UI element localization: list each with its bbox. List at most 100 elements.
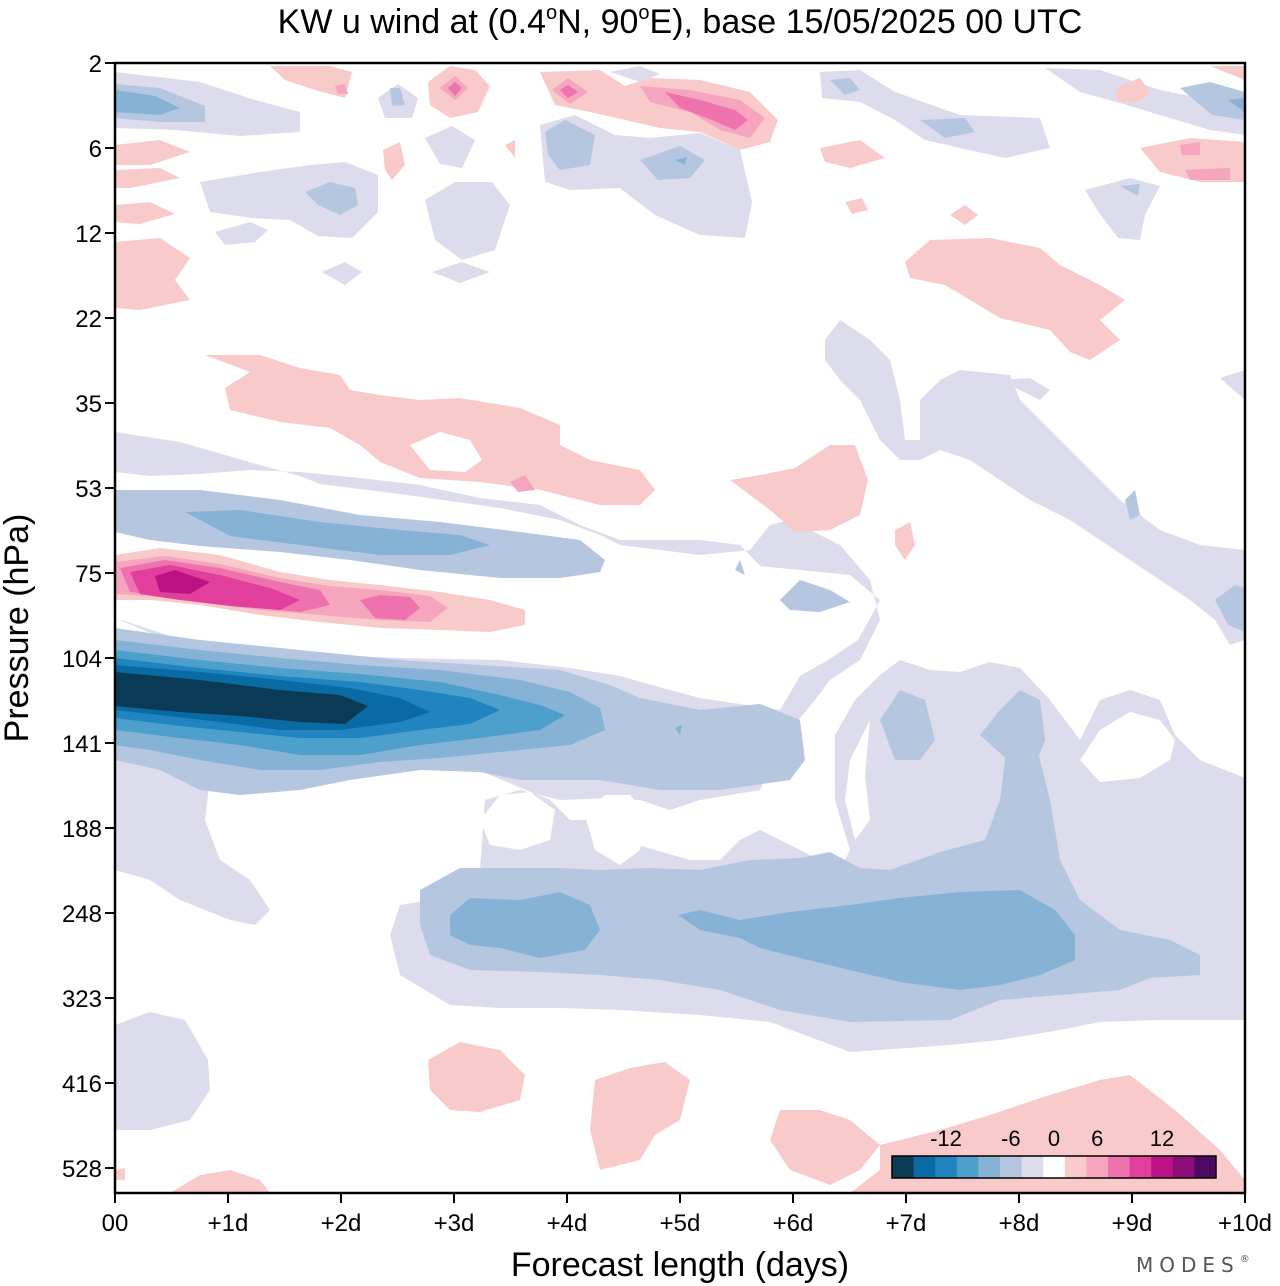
modes-logo: MODES® xyxy=(1136,1253,1250,1277)
contour-pos-35hPa-inner xyxy=(510,475,535,492)
contour-neg-dot-3 xyxy=(675,725,682,735)
y-tick-label: 141 xyxy=(62,731,102,758)
contour-neg-upper-mid-4 xyxy=(432,262,490,283)
contour-pos-lower-5 xyxy=(170,1170,270,1193)
contour-pos-upper-12 xyxy=(820,140,885,168)
colorbar-cell xyxy=(1194,1156,1217,1178)
contour-neg4-upper-g xyxy=(830,78,860,95)
contour-pos10-core xyxy=(155,570,210,594)
contour-neg-bottom-left xyxy=(115,1012,210,1130)
y-tick-label: 528 xyxy=(62,1156,102,1183)
contour-neg4-upper-c xyxy=(545,120,595,170)
x-tick-label: +7d xyxy=(886,1210,927,1237)
contour-pos-upper-3 xyxy=(540,70,778,150)
x-tick-label: +10d xyxy=(1218,1210,1272,1237)
title-degree-2: o xyxy=(638,2,649,24)
contour-pos-peak-4d-inner xyxy=(560,85,578,98)
contour-neg-upper-left-2 xyxy=(200,162,378,238)
contour-pos-peak-9d-2 xyxy=(1185,168,1230,180)
modes-logo-text: MODES xyxy=(1136,1253,1240,1277)
contour-zero-hole-2 xyxy=(585,795,648,865)
colorbar-cell xyxy=(892,1156,915,1178)
colorbar-cells xyxy=(892,1156,1217,1178)
contour-neg-upper-mid-3 xyxy=(425,182,510,260)
colorbar-cell xyxy=(1000,1156,1023,1178)
chart-title: KW u wind at (0.4oN, 90oE), base 15/05/2… xyxy=(278,2,1083,41)
y-tick-label: 75 xyxy=(75,561,102,588)
contour-pos-peak-5d-inner xyxy=(665,92,748,130)
contour-neg-upper-right xyxy=(820,70,1050,158)
contour-zero-hole-3 xyxy=(845,720,870,840)
y-axis-label: Pressure (hPa) xyxy=(0,514,36,743)
colorbar-cell xyxy=(956,1156,979,1178)
contour-pos6-blob xyxy=(360,595,420,620)
contour-pos-lower-2 xyxy=(590,1062,690,1170)
colorbar-cell xyxy=(1021,1156,1044,1178)
contour-neg-right-strip xyxy=(1220,370,1245,400)
colorbar-outline xyxy=(891,1155,1217,1179)
contour-neg4-right-blob xyxy=(780,580,850,612)
contour-neg-right-light xyxy=(825,320,1245,645)
contour-neg4-far-right xyxy=(1215,585,1245,632)
contour-neg-lower-left xyxy=(115,745,270,925)
colorbar-cell xyxy=(1064,1156,1087,1178)
y-axis: 2 6 12 22 35 53 75 104 141 188 248 323 416 528 xyxy=(62,51,115,1183)
y-tick-label: 104 xyxy=(62,646,102,673)
y-tick-label: 22 xyxy=(75,306,102,333)
y-tick-label: 248 xyxy=(62,901,102,928)
contour-neg14-core xyxy=(115,672,368,724)
colorbar-ticks: -12 -6 0 6 12 xyxy=(930,1126,1174,1151)
contour-pos-35hPa-hole xyxy=(410,432,482,472)
contour-pos-upper-11 xyxy=(505,140,515,158)
y-tick-label: 35 xyxy=(75,391,102,418)
title-prefix: KW u wind at (0.4 xyxy=(278,3,546,41)
contour-neg-upper-mid-2 xyxy=(425,126,475,168)
x-tick-label: 00 xyxy=(102,1210,129,1237)
x-tick-label: +8d xyxy=(999,1210,1040,1237)
y-tick-label: 416 xyxy=(62,1071,102,1098)
contour-pos-upper-7 xyxy=(115,168,180,188)
colorbar-cell xyxy=(1151,1156,1174,1178)
x-tick-label: +1d xyxy=(208,1210,249,1237)
colorbar-cell xyxy=(1086,1156,1109,1178)
x-tick-label: +9d xyxy=(1112,1210,1153,1237)
contour-neg6-band-60hPa xyxy=(185,510,490,555)
contour-neg-upper-right-2 xyxy=(1045,68,1245,135)
x-tick-label: +2d xyxy=(321,1210,362,1237)
contour-pos-upper-5 xyxy=(1210,66,1245,80)
y-tick-label: 53 xyxy=(75,476,102,503)
contour-neg-right-53hPa xyxy=(1125,490,1140,520)
colorbar-cell xyxy=(1129,1156,1152,1178)
title-mid: N, 90 xyxy=(557,3,638,41)
contour-pos-upper-4 xyxy=(1115,78,1150,102)
colorbar-tick-label: 6 xyxy=(1091,1126,1103,1151)
contour-pos-upper-16 xyxy=(905,238,1125,360)
x-axis: 00 +1d +2d +3d +4d +5d +6d +7d +8d +9d +10d xyxy=(102,1193,1272,1237)
contour-pos-right-75hPa xyxy=(895,522,915,560)
colorbar-cell xyxy=(913,1156,936,1178)
colorbar-tick-label: -6 xyxy=(1001,1126,1021,1151)
modes-logo-mark: ® xyxy=(1240,1254,1250,1265)
contour-neg6-lower-right xyxy=(678,890,1075,990)
y-tick-label: 188 xyxy=(62,816,102,843)
contour-neg-dot-2 xyxy=(960,938,966,948)
x-tick-label: +5d xyxy=(660,1210,701,1237)
contour-pos-upper-17 xyxy=(335,84,348,94)
y-tick-label: 323 xyxy=(62,986,102,1013)
contour-neg4-upper-f xyxy=(1180,82,1245,120)
x-axis-label: Forecast length (days) xyxy=(511,1246,849,1284)
contour-neg-upper-centre-2 xyxy=(610,66,660,82)
contour-neg6-lower-left xyxy=(450,892,600,958)
contour-pos-upper-6 xyxy=(115,140,190,165)
contour-pos-upper-14 xyxy=(950,205,978,225)
contour-pos-upper-10 xyxy=(383,142,405,180)
contour-neg-right-upper xyxy=(1000,378,1050,400)
contour-neg4-upper-a xyxy=(305,182,358,215)
contour-pos-lower-1 xyxy=(428,1042,525,1112)
colorbar: -12 -6 0 6 12 xyxy=(891,1126,1217,1179)
y-tick-label: 6 xyxy=(89,136,102,163)
contour-pos-upper-13 xyxy=(845,198,868,214)
contour-pos-peak-9d xyxy=(1180,142,1200,155)
contour-neg-upper-left-4 xyxy=(322,262,362,285)
x-tick-label: +4d xyxy=(547,1210,588,1237)
